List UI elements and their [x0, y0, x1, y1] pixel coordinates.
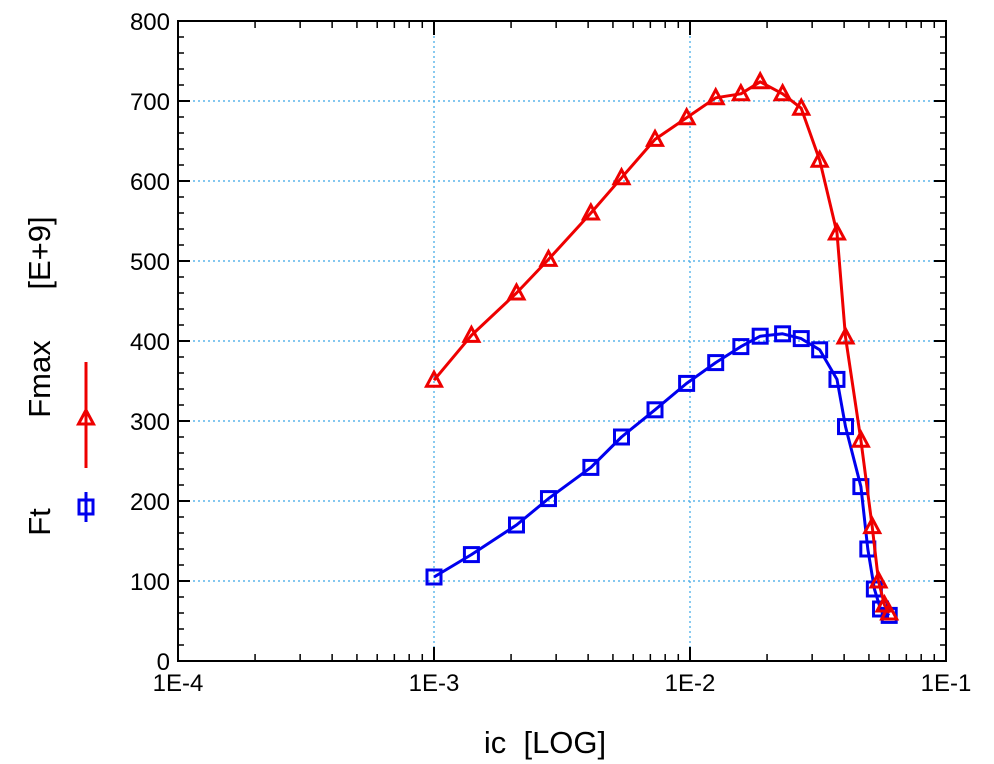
data-point-fmax — [611, 166, 632, 186]
data-point-fmax — [809, 149, 830, 168]
data-point-ft — [811, 341, 829, 359]
data-point-ft — [751, 327, 769, 345]
data-point-ft — [646, 401, 664, 419]
data-point-fmax — [461, 324, 482, 343]
data-point-fmax — [862, 515, 883, 535]
series-line-fmax — [432, 80, 891, 614]
series-fmax — [423, 70, 900, 621]
y-axis-title-ft: Ft — [22, 508, 57, 536]
data-point-fmax — [835, 325, 856, 345]
data-point-fmax — [423, 369, 445, 388]
data-point-fmax — [705, 86, 726, 106]
x-tick-label: 1E-3 — [409, 670, 460, 697]
data-point-ft — [732, 338, 750, 356]
data-point-fmax — [868, 569, 889, 589]
y-tick-label: 400 — [130, 329, 170, 356]
data-point-fmax — [826, 221, 847, 241]
y-tick-label: 700 — [130, 89, 170, 116]
x-tick-label: 1E-1 — [921, 670, 972, 697]
data-point-ft — [774, 325, 792, 343]
data-point-fmax — [850, 429, 871, 448]
data-point-ft — [707, 354, 725, 372]
data-point-ft — [539, 490, 557, 508]
data-point-fmax — [645, 128, 666, 147]
y-axis-title-fmax: Fmax — [22, 340, 57, 418]
y-tick-label: 300 — [130, 409, 170, 436]
data-point-fmax — [772, 82, 793, 102]
y-tick-label: 600 — [130, 169, 170, 196]
data-point-fmax — [791, 97, 812, 116]
data-point-fmax — [506, 281, 527, 301]
y-tick-label: 500 — [130, 249, 170, 276]
grid-layer — [178, 21, 946, 661]
data-point-ft — [828, 370, 846, 388]
data-point-fmax — [676, 106, 697, 126]
y-axis-title: Ft Fmax [E+9] — [22, 216, 57, 535]
data-point-fmax — [879, 601, 900, 621]
data-point-fmax — [580, 201, 601, 221]
x-axis-title: ic [LOG] — [484, 725, 606, 760]
data-point-fmax — [730, 82, 751, 102]
data-point-ft — [678, 374, 696, 392]
data-point-ft — [837, 418, 855, 436]
data-point-ft — [507, 516, 525, 534]
data-point-ft — [582, 458, 600, 476]
data-point-ft — [792, 330, 810, 348]
y-tick-label: 800 — [130, 9, 170, 36]
y-tick-label: 0 — [157, 649, 170, 676]
y-axis-title-unit: [E+9] — [22, 216, 57, 289]
x-tick-label: 1E-2 — [665, 670, 716, 697]
series-layer — [423, 70, 900, 624]
label-layer: 0 100 200 300 400 500 600 700 800 1E-4 1E-3 1E-2 1E-… — [130, 9, 971, 697]
legend-marker-fmax — [75, 406, 97, 426]
series-ft — [425, 325, 898, 624]
y-tick-label: 200 — [130, 489, 170, 516]
x-tick-label: 1E-4 — [153, 670, 204, 697]
y-tick-label: 100 — [130, 569, 170, 596]
data-point-ft — [462, 546, 480, 564]
data-point-ft — [425, 568, 443, 586]
legend-marker-ft — [77, 498, 95, 516]
tick-layer — [177, 20, 947, 662]
data-point-fmax — [750, 70, 771, 90]
data-point-ft — [612, 428, 630, 446]
y-axis-legend-symbols — [75, 362, 97, 522]
series-line-ft — [433, 332, 891, 617]
data-point-fmax — [538, 248, 559, 267]
